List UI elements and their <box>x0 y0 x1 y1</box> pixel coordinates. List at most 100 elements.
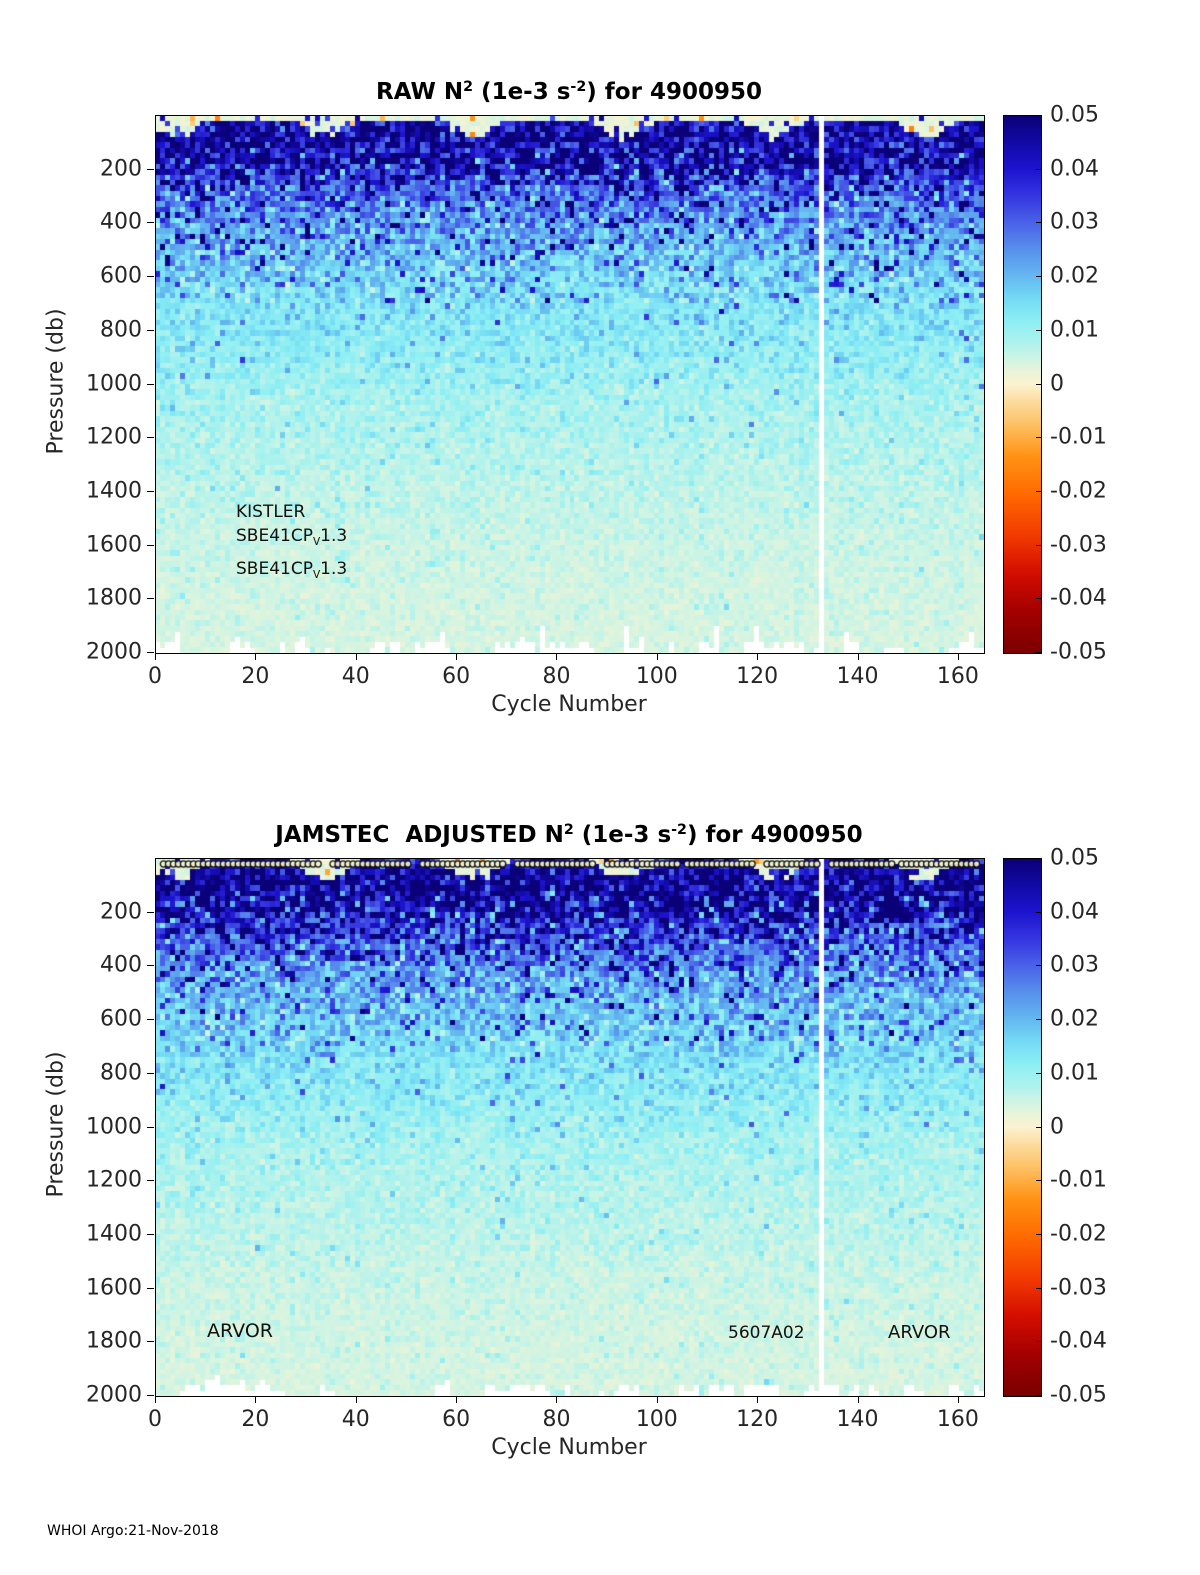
x-tick-mark <box>155 653 156 660</box>
x-tick-mark <box>857 1396 859 1403</box>
text-segment: (1e-3 s <box>473 79 571 105</box>
colorbar-tick-mark <box>1036 598 1041 600</box>
y-tick-label: 600 <box>100 263 142 289</box>
colorbar-tick-mark <box>1036 383 1041 385</box>
colorbar-tick-label: -0.03 <box>1050 532 1107 558</box>
colorbar-tick-label: -0.05 <box>1050 1382 1107 1408</box>
colorbar-tick-label: 0.02 <box>1050 263 1099 289</box>
colorbar-tick-label: 0.01 <box>1050 1060 1099 1086</box>
text-segment: KISTLER <box>236 502 306 522</box>
y-tick-mark <box>147 544 154 546</box>
y-tick-mark <box>147 598 154 600</box>
y-tick-mark <box>147 1287 154 1289</box>
plot-annotation: SBE41CPV1.3 <box>236 559 348 581</box>
y-tick-label: 200 <box>100 156 142 182</box>
y-tick-label: 1400 <box>86 1221 142 1247</box>
colorbar-tick-mark <box>1036 1341 1041 1343</box>
text-segment: RAW N <box>376 79 464 105</box>
text-segment: -2 <box>671 822 687 839</box>
colorbar-tick-label: -0.03 <box>1050 1275 1107 1301</box>
colorbar-tick-mark <box>1036 222 1041 224</box>
x-tick-label: 40 <box>341 664 370 689</box>
colorbar-tick-mark <box>1036 965 1041 967</box>
colorbar-tick-mark <box>1036 1072 1041 1074</box>
x-tick-mark <box>957 1396 959 1403</box>
colorbar-tick-mark <box>1036 168 1041 170</box>
x-tick-mark <box>857 653 859 660</box>
y-tick-label: 2000 <box>86 639 142 665</box>
y-tick-mark <box>147 652 154 653</box>
text-segment: 2 <box>563 822 574 839</box>
colorbar-tick-label: 0.05 <box>1050 102 1099 128</box>
colorbar-tick-mark <box>1036 652 1041 653</box>
raw-plot-title: RAW N2 (1e-3 s-2) for 4900950 <box>155 79 983 105</box>
x-tick-mark <box>155 1396 156 1403</box>
plot-annotation: 5607A02 <box>728 1323 805 1343</box>
y-tick-label: 2000 <box>86 1382 142 1408</box>
adjusted-x-axis-label: Cycle Number <box>491 1435 647 1460</box>
plot-annotation: SBE41CPV1.3 <box>236 526 348 548</box>
y-tick-mark <box>147 1072 154 1074</box>
text-segment: -2 <box>570 79 587 96</box>
x-tick-label: 120 <box>736 1407 779 1432</box>
colorbar-tick-mark <box>1036 1019 1041 1021</box>
text-segment: V <box>312 535 321 548</box>
plot-annotation: ARVOR <box>207 1320 273 1342</box>
adjusted-heatmap-canvas <box>156 859 984 1396</box>
y-tick-label: 1600 <box>86 1275 142 1301</box>
colorbar-tick-mark <box>1036 1287 1041 1289</box>
colorbar-tick-label: -0.02 <box>1050 478 1107 504</box>
x-tick-label: 160 <box>936 664 979 689</box>
y-tick-label: 200 <box>100 899 142 925</box>
y-tick-label: 600 <box>100 1006 142 1032</box>
colorbar-tick-label: -0.01 <box>1050 424 1107 450</box>
text-segment: ARVOR <box>207 1320 273 1342</box>
x-tick-label: 0 <box>148 1407 162 1432</box>
text-segment: V <box>312 568 321 581</box>
colorbar-tick-label: 0.03 <box>1050 952 1099 978</box>
y-tick-mark <box>147 1341 154 1343</box>
footer-credit: WHOI Argo:21-Nov-2018 <box>47 1523 219 1539</box>
x-tick-mark <box>957 653 959 660</box>
text-segment: SBE41CP <box>236 559 313 579</box>
colorbar-tick-mark <box>1036 437 1041 439</box>
raw-heatmap-canvas <box>156 116 984 653</box>
x-tick-label: 160 <box>936 1407 979 1432</box>
text-segment: 1.3 <box>320 526 348 546</box>
x-tick-mark <box>556 653 558 660</box>
y-tick-mark <box>147 1233 154 1235</box>
y-tick-label: 1200 <box>86 1167 142 1193</box>
x-tick-mark <box>355 653 357 660</box>
colorbar-tick-label: 0.02 <box>1050 1006 1099 1032</box>
y-tick-mark <box>147 1126 154 1128</box>
x-tick-mark <box>255 653 257 660</box>
y-tick-label: 1000 <box>86 1114 142 1139</box>
x-tick-label: 80 <box>542 664 571 689</box>
y-tick-mark <box>147 329 154 331</box>
text-segment: 2 <box>463 79 474 96</box>
colorbar-tick-label: 0.04 <box>1050 156 1099 182</box>
y-tick-mark <box>147 222 154 224</box>
text-segment: ARVOR <box>888 1322 951 1343</box>
adjusted-plot-area <box>155 858 985 1397</box>
colorbar-tick-label: -0.04 <box>1050 585 1107 611</box>
colorbar-tick-label: 0 <box>1050 1114 1064 1139</box>
y-tick-mark <box>147 965 154 967</box>
colorbar-tick-mark <box>1036 911 1041 913</box>
text-segment: ) for 4900950 <box>686 822 863 848</box>
x-tick-mark <box>255 1396 257 1403</box>
text-segment: 1.3 <box>320 559 348 579</box>
x-tick-label: 120 <box>736 664 779 689</box>
text-segment: 5607A02 <box>728 1323 805 1343</box>
x-tick-mark <box>656 1396 658 1403</box>
raw-x-axis-label: Cycle Number <box>491 692 647 717</box>
raw-y-axis-label: Pressure (db) <box>43 308 69 455</box>
colorbar-tick-mark <box>1036 329 1041 331</box>
plot-annotation: ARVOR <box>888 1322 951 1343</box>
colorbar-tick-label: 0.04 <box>1050 899 1099 925</box>
x-tick-mark <box>456 653 458 660</box>
raw-plot-area <box>155 115 985 654</box>
colorbar-tick-mark <box>1036 1180 1041 1182</box>
colorbar-tick-mark <box>1036 276 1041 278</box>
